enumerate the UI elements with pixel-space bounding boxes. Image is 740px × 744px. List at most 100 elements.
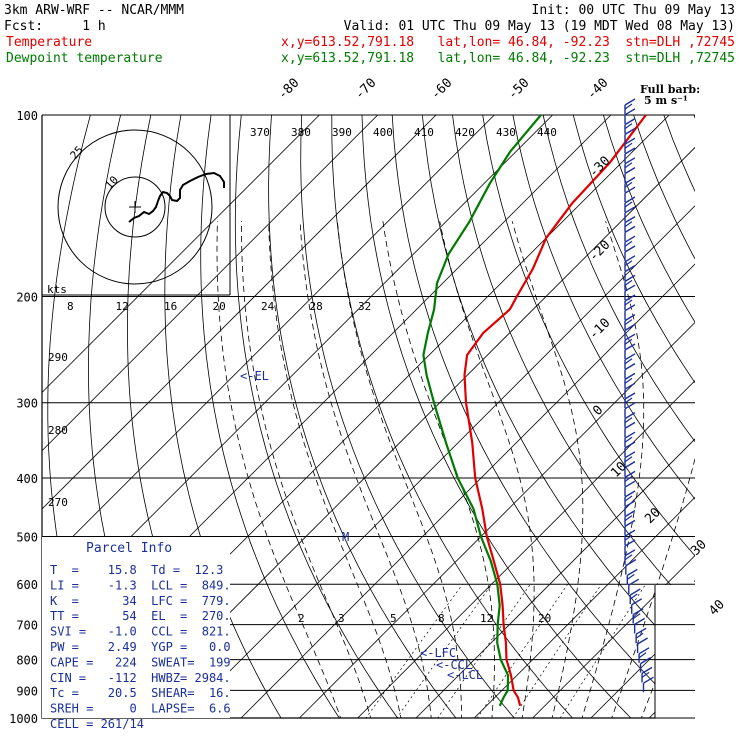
wind-barb-flag-43	[625, 520, 635, 526]
moist-adiabat-0	[269, 221, 404, 731]
dry-adiabat-390	[603, 115, 740, 731]
mixing-ratio-label-8: 8	[438, 612, 445, 625]
forecast-hour: Fcst: 1 h	[4, 19, 106, 34]
parcel-row-5: PW = 2.49 YGP = 0.0	[50, 640, 231, 654]
theta-label-280: 280	[48, 424, 68, 437]
isotherm-label-1: -70	[352, 76, 379, 103]
el-marker: <-EL	[240, 369, 269, 383]
dry-adiabat-300	[332, 115, 585, 731]
isotherm-0	[416, 115, 740, 718]
hodograph-speed-24: 24	[261, 300, 275, 313]
dry-adiabat-380	[573, 115, 740, 731]
hodograph-speed-32: 32	[358, 300, 371, 313]
dry-adiabat-350	[483, 115, 740, 731]
theta-e-label-400: 400	[373, 126, 393, 139]
isotherm-label-3: -50	[505, 76, 532, 103]
hodograph-speed-28: 28	[310, 300, 323, 313]
theta-label-270: 270	[48, 496, 68, 509]
moist-adiabat-25	[512, 221, 583, 731]
wind-barb-flag-45	[625, 540, 635, 546]
theta-e-label-370: 370	[250, 126, 270, 139]
isotherm-label-2: -60	[428, 76, 455, 103]
isotherm-label-11: 30	[688, 537, 710, 559]
hodograph-ring-label: 25	[68, 143, 87, 162]
wind-barb-flag-16	[625, 256, 635, 262]
isotherm-20	[533, 115, 740, 718]
wind-barb-flag-27	[625, 364, 635, 370]
isotherm-30	[591, 115, 740, 718]
dewpoint-legend-label: Dewpoint temperature	[6, 51, 163, 66]
wind-barb-flag-6	[625, 158, 635, 164]
theta-e-label-380: 380	[291, 126, 311, 139]
wind-barb-flag-35	[625, 442, 635, 448]
wind-barb-flag-28	[625, 373, 635, 379]
parcel-row-0: T = 15.8 Td = 12.3	[50, 563, 223, 577]
mixing-ratio-label-3: 3	[338, 612, 345, 625]
wind-barb-flag-8	[625, 177, 635, 183]
lcl-marker: <-LCL	[447, 668, 483, 682]
wind-barb-flag-20	[625, 295, 635, 301]
wind-barb-flag-29	[625, 383, 635, 389]
theta-e-label-430: 430	[496, 126, 516, 139]
mixing-ratio-label-20: 20	[538, 612, 551, 625]
pressure-tick-300: 300	[16, 397, 38, 411]
isotherm--10	[358, 115, 740, 718]
dry-adiabat-410	[664, 115, 740, 731]
mixing-ratio-label-2: 2	[298, 612, 305, 625]
wind-barb-flag-52	[633, 609, 643, 615]
wind-barb-flag-13	[625, 226, 635, 232]
pressure-tick-800: 800	[16, 654, 38, 668]
pressure-tick-1000: 1000	[9, 712, 38, 726]
wind-barb-flag-11	[625, 207, 635, 213]
wind-barb-flag-1	[625, 109, 635, 115]
valid-time: Valid: 01 UTC Thu 09 May 13 (19 MDT Wed …	[344, 19, 735, 34]
wind-barb-flag-15	[625, 246, 635, 252]
isotherm-label-5: -30	[586, 154, 613, 181]
isotherm-40	[649, 115, 740, 718]
wind-barb-flag-26	[625, 354, 635, 360]
mixing-ratio-label-5: 5	[390, 612, 397, 625]
wind-barb-flag-51	[632, 599, 642, 605]
isotherm-10	[474, 115, 740, 718]
mixing-ratio-label-12: 12	[480, 612, 493, 625]
wind-barb-flag-14	[625, 236, 635, 242]
dry-adiabat-420	[694, 115, 740, 731]
hodograph-unit: kts	[47, 283, 67, 296]
hodograph-speed-8: 8	[67, 300, 74, 313]
wind-barb-flag-30	[625, 393, 635, 399]
temperature-location-info: x,y=613.52,791.18 lat,lon= 46.84, -92.23…	[281, 35, 735, 50]
theta-e-label-390: 390	[332, 126, 352, 139]
wind-barb-flag-57	[641, 658, 651, 664]
wind-barb-flag-37	[625, 462, 635, 468]
isotherm--20	[299, 115, 740, 718]
pressure-tick-200: 200	[16, 291, 38, 305]
dewpoint-location-info: x,y=613.52,791.18 lat,lon= 46.84, -92.23…	[281, 51, 735, 66]
dry-adiabat-290	[301, 115, 526, 731]
parcel-info-title: Parcel Info	[86, 541, 172, 556]
wind-barbs	[625, 99, 653, 692]
wind-barb-flag-55	[638, 638, 648, 644]
pressure-tick-900: 900	[16, 684, 38, 698]
wind-barb-flag-12	[625, 217, 635, 223]
wind-barb-flag-25	[625, 344, 635, 350]
hodograph-trace	[129, 173, 224, 222]
isotherm--40	[183, 115, 740, 718]
parcel-row-4: SVI = -1.0 CCL = 821.	[50, 625, 231, 639]
theta-e-label-440: 440	[537, 126, 557, 139]
parcel-info-panel: Parcel Info T = 15.8 Td = 12.3LI = -1.3 …	[42, 537, 231, 731]
wind-legend-line2: 5 m s⁻¹	[644, 94, 688, 107]
hodograph-speed-12: 12	[116, 300, 129, 313]
pressure-tick-600: 600	[16, 578, 38, 592]
wind-barb-flag-41	[625, 501, 635, 507]
wind-barb-flag-2	[625, 119, 635, 125]
dry-adiabat-360	[513, 115, 740, 731]
model-title: 3km ARW-WRF -- NCAR/MMM	[4, 3, 184, 18]
wind-barb-flag-56	[639, 648, 649, 654]
parcel-row-9: SREH = 0 LAPSE= 6.6	[50, 702, 231, 716]
wind-barb-flag-58	[642, 667, 652, 673]
init-time: Init: 00 UTC Thu 09 May 13	[532, 3, 736, 18]
isotherm-50	[708, 115, 740, 718]
theta-label-290: 290	[48, 351, 68, 364]
isotherm-label-12: 40	[706, 597, 728, 619]
